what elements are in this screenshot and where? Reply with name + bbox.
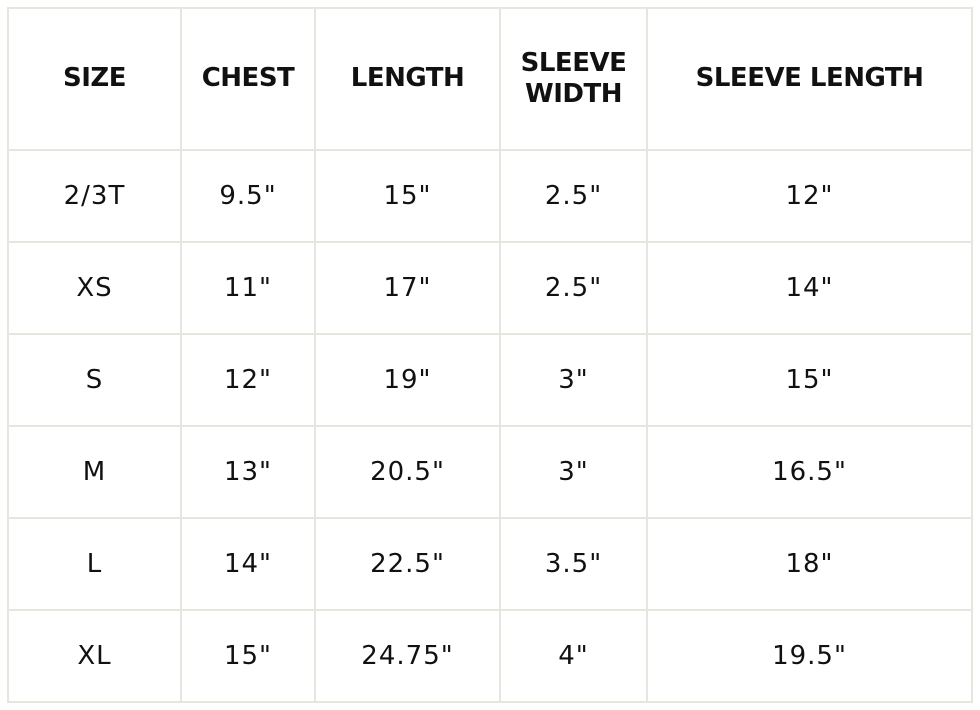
table-cell: M bbox=[7, 425, 182, 519]
table-row: XL 15" 24.75" 4" 19.5" bbox=[7, 609, 973, 703]
table-cell: L bbox=[7, 517, 182, 611]
table-cell: 18" bbox=[646, 517, 973, 611]
table-cell: 19" bbox=[314, 333, 501, 427]
table-cell: 20.5" bbox=[314, 425, 501, 519]
table-cell: XS bbox=[7, 241, 182, 335]
table-cell: 15" bbox=[646, 333, 973, 427]
table-cell: 19.5" bbox=[646, 609, 973, 703]
table-cell: 15" bbox=[180, 609, 316, 703]
table-cell: 2/3T bbox=[7, 149, 182, 243]
table-cell: 3" bbox=[499, 333, 648, 427]
table-cell: 9.5" bbox=[180, 149, 316, 243]
table-cell: 12" bbox=[180, 333, 316, 427]
table-cell: 14" bbox=[180, 517, 316, 611]
table-cell: 2.5" bbox=[499, 149, 648, 243]
table-row: L 14" 22.5" 3.5" 18" bbox=[7, 517, 973, 611]
table-cell: 22.5" bbox=[314, 517, 501, 611]
table-row: XS 11" 17" 2.5" 14" bbox=[7, 241, 973, 335]
table-cell: 4" bbox=[499, 609, 648, 703]
header-sleeve-width: SLEEVE WIDTH bbox=[499, 7, 648, 151]
table-row: M 13" 20.5" 3" 16.5" bbox=[7, 425, 973, 519]
table-cell: 13" bbox=[180, 425, 316, 519]
table-cell: 3.5" bbox=[499, 517, 648, 611]
header-chest: CHEST bbox=[180, 7, 316, 151]
table-cell: S bbox=[7, 333, 182, 427]
header-length: LENGTH bbox=[314, 7, 501, 151]
table-row: 2/3T 9.5" 15" 2.5" 12" bbox=[7, 149, 973, 243]
table-cell: 3" bbox=[499, 425, 648, 519]
table-row: S 12" 19" 3" 15" bbox=[7, 333, 973, 427]
table-cell: 16.5" bbox=[646, 425, 973, 519]
table-cell: XL bbox=[7, 609, 182, 703]
table-cell: 17" bbox=[314, 241, 501, 335]
header-row: SIZE CHEST LENGTH SLEEVE WIDTH SLEEVE LE… bbox=[7, 7, 973, 151]
table-cell: 14" bbox=[646, 241, 973, 335]
table-cell: 24.75" bbox=[314, 609, 501, 703]
size-chart-table: SIZE CHEST LENGTH SLEEVE WIDTH SLEEVE LE… bbox=[7, 7, 973, 703]
header-size: SIZE bbox=[7, 7, 182, 151]
table-cell: 12" bbox=[646, 149, 973, 243]
table-cell: 15" bbox=[314, 149, 501, 243]
table-cell: 2.5" bbox=[499, 241, 648, 335]
header-sleeve-length: SLEEVE LENGTH bbox=[646, 7, 973, 151]
table-cell: 11" bbox=[180, 241, 316, 335]
